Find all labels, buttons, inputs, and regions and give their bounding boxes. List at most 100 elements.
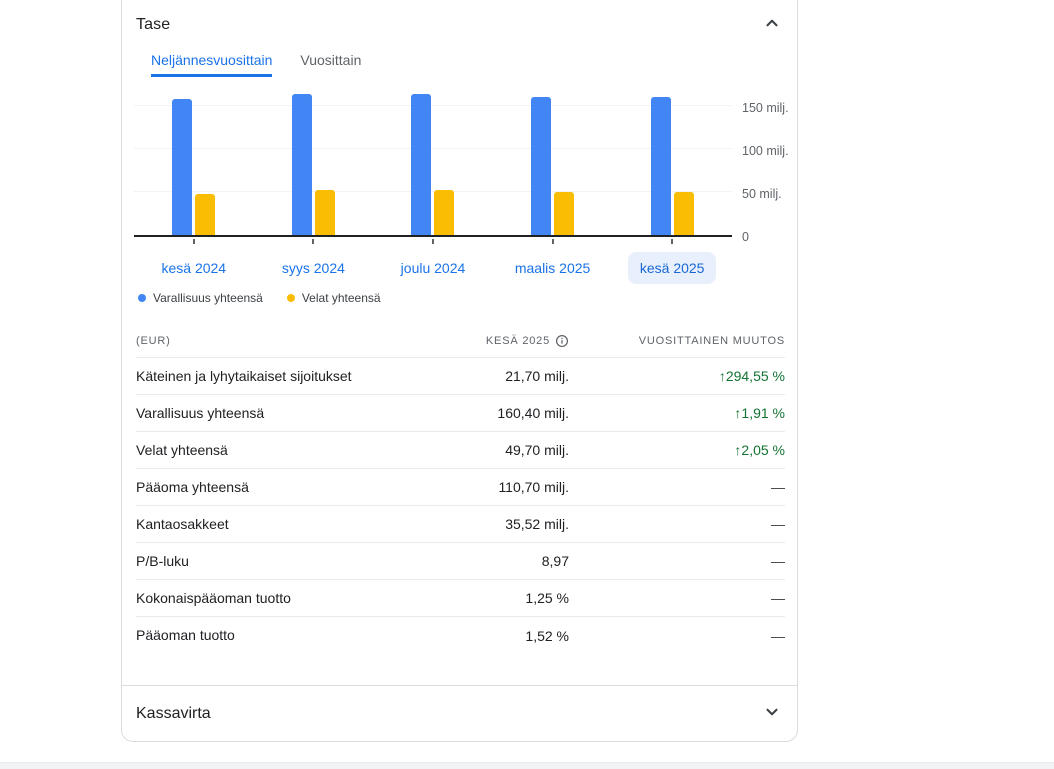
header-currency: (EUR) [136, 335, 171, 347]
row-value: 160,40 milj. [497, 405, 569, 421]
table-row-p-oma-yhteens-: Pääoma yhteensä 110,70 milj. — [136, 469, 785, 506]
change-up-value: ↑1,91 % [734, 405, 785, 421]
bar-velat-yhteens--maalis-2025[interactable] [554, 192, 575, 235]
x-label-joulu-2024[interactable]: joulu 2024 [389, 252, 478, 284]
bar-velat-yhteens--kes-2025[interactable] [673, 192, 694, 235]
x-label-slot: kesä 2024 [134, 252, 254, 284]
table-body: Käteinen ja lyhytaikaiset sijoitukset 21,… [136, 358, 785, 654]
y-tick-label-150: 150 milj. [742, 101, 789, 115]
x-label-slot: maalis 2025 [493, 252, 613, 284]
x-label-slot: kesä 2025 [612, 252, 732, 284]
row-value: 1,52 % [525, 627, 569, 644]
y-tick-label-100: 100 milj. [742, 144, 789, 158]
change-up-value: ↑294,55 % [718, 368, 785, 384]
gridline-100 [134, 148, 732, 149]
x-label-kes-2024[interactable]: kesä 2024 [149, 252, 238, 284]
x-label-syys-2024[interactable]: syys 2024 [270, 252, 357, 284]
balance-bar-chart: 0 50 milj. 100 milj. 150 milj. [134, 87, 789, 244]
change-up-value: ↑2,05 % [734, 442, 785, 458]
balance-sheet-card: Tase Neljännesvuosittain Vuosittain 0 50 … [121, 0, 798, 742]
table-row-p-oman-tuotto: Pääoman tuotto 1,52 % — [136, 617, 785, 654]
balance-sheet-table: (EUR) KESÄ 2025 VUOSITTAINEN MUUTOS Käte… [136, 327, 785, 654]
chart-plot-area [134, 87, 732, 244]
legend-item-velat-yhteens-: Velat yhteensä [286, 291, 381, 305]
row-label: Kantaosakkeet [136, 515, 229, 532]
x-label-slot: syys 2024 [254, 252, 374, 284]
table-row-varallisuus-yhteens-: Varallisuus yhteensä 160,40 milj. ↑1,91 % [136, 395, 785, 432]
table-row-p-b-luku: P/B-luku 8,97 — [136, 543, 785, 580]
row-value: 49,70 milj. [505, 442, 569, 458]
change-empty-dash: — [771, 479, 785, 495]
bar-varallisuus-yhteens--kes-2025[interactable] [650, 97, 671, 235]
row-value: 21,70 milj. [505, 368, 569, 384]
row-value: 8,97 [541, 553, 569, 569]
x-label-slot: joulu 2024 [373, 252, 493, 284]
cashflow-title: Kassavirta [136, 704, 211, 722]
chart-legend: Varallisuus yhteensä Velat yhteensä [138, 291, 797, 305]
info-icon[interactable] [555, 334, 569, 348]
row-label: Pääoma yhteensä [136, 478, 249, 495]
row-value: 110,70 milj. [498, 479, 569, 495]
tab-quarterly[interactable]: Neljännesvuosittain [151, 52, 273, 77]
table-row-kantaosakkeet: Kantaosakkeet 35,52 milj. — [136, 506, 785, 543]
x-label-kes-2025[interactable]: kesä 2025 [627, 252, 717, 284]
change-empty-dash: — [771, 553, 785, 569]
row-change: — [569, 479, 785, 495]
row-change: — [569, 590, 785, 606]
y-tick-label-0: 0 [742, 230, 749, 244]
row-change: ↑294,55 % [569, 368, 785, 384]
row-label: Velat yhteensä [136, 441, 228, 458]
row-value: 1,25 % [525, 590, 569, 606]
gridline-150 [134, 105, 732, 106]
page-bottom-band [0, 762, 1054, 769]
card-header: Tase [122, 0, 797, 37]
row-label: Pääoman tuotto [136, 627, 235, 643]
row-label: P/B-luku [136, 552, 189, 569]
bar-velat-yhteens--syys-2024[interactable] [314, 190, 335, 235]
axis-tick [431, 239, 434, 244]
legend-label: Velat yhteensä [301, 291, 381, 305]
bar-group-kes-2025 [612, 87, 732, 244]
y-tick-label-50: 50 milj. [742, 187, 782, 201]
bar-group-joulu-2024 [373, 87, 493, 244]
legend-label: Varallisuus yhteensä [153, 291, 263, 305]
axis-tick [312, 239, 315, 244]
bar-group-syys-2024 [254, 87, 374, 244]
row-change: — [569, 628, 785, 644]
legend-dot [138, 294, 146, 302]
bar-varallisuus-yhteens--maalis-2025[interactable] [531, 97, 552, 235]
axis-tick [551, 239, 554, 244]
change-empty-dash: — [771, 590, 785, 606]
row-change: ↑1,91 % [569, 405, 785, 421]
gridline-50 [134, 191, 732, 192]
chevron-up-icon [763, 14, 781, 35]
section-title: Tase [136, 15, 171, 33]
row-change: ↑2,05 % [569, 442, 785, 458]
bar-varallisuus-yhteens--joulu-2024[interactable] [411, 94, 432, 235]
bar-varallisuus-yhteens--kes-2024[interactable] [172, 99, 193, 235]
axis-tick [671, 239, 674, 244]
expand-section-button[interactable] [761, 701, 783, 726]
collapse-section-button[interactable] [761, 12, 783, 37]
bar-velat-yhteens--joulu-2024[interactable] [434, 190, 455, 235]
row-change: — [569, 553, 785, 569]
legend-item-varallisuus-yhteens-: Varallisuus yhteensä [138, 291, 263, 305]
bar-group-kes-2024 [134, 87, 254, 244]
row-label: Kokonaispääoman tuotto [136, 589, 291, 606]
change-empty-dash: — [771, 627, 785, 644]
bar-varallisuus-yhteens--syys-2024[interactable] [291, 94, 312, 235]
table-row-k-teinen-ja-lyhytaikaiset-sijoitukset: Käteinen ja lyhytaikaiset sijoitukset 21,… [136, 358, 785, 395]
x-label-maalis-2025[interactable]: maalis 2025 [503, 252, 603, 284]
table-row-kokonaisp-oman-tuotto: Kokonaispääoman tuotto 1,25 % — [136, 580, 785, 617]
chart-y-axis: 0 50 milj. 100 milj. 150 milj. [732, 87, 789, 244]
legend-dot [286, 294, 295, 302]
row-label: Varallisuus yhteensä [136, 404, 265, 421]
change-empty-dash: — [771, 516, 785, 532]
row-change: — [569, 516, 785, 532]
bar-velat-yhteens--kes-2024[interactable] [195, 194, 216, 235]
tab-yearly[interactable]: Vuosittain [300, 52, 362, 68]
cashflow-section-header[interactable]: Kassavirta [122, 685, 797, 741]
table-row-velat-yhteens-: Velat yhteensä 49,70 milj. ↑2,05 % [136, 432, 785, 469]
row-value: 35,52 milj. [505, 516, 569, 532]
table-header-row: (EUR) KESÄ 2025 VUOSITTAINEN MUUTOS [136, 327, 785, 358]
